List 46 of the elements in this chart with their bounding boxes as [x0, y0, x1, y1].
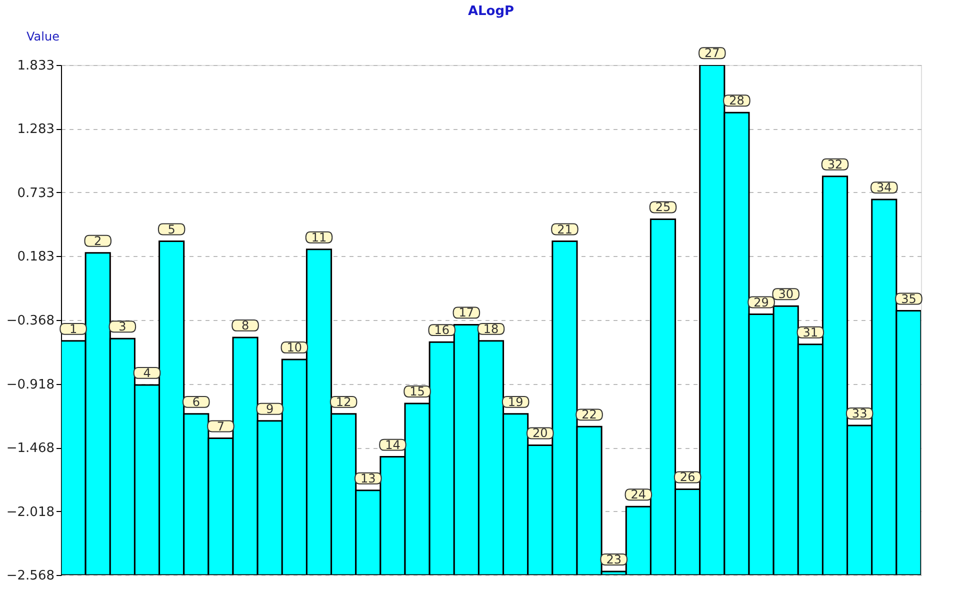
x-tick-label: 5 — [168, 222, 176, 236]
y-tick-label: 1.283 — [17, 122, 54, 138]
x-tick-label: 29 — [754, 295, 769, 310]
x-tick-label: 31 — [802, 325, 818, 340]
y-tick-label: −0.918 — [6, 377, 54, 392]
y-tick-label: 0.183 — [17, 250, 54, 265]
x-tick-label: 30 — [778, 287, 794, 302]
x-tick-label: 33 — [852, 406, 868, 421]
x-tick-label: 15 — [410, 384, 425, 398]
x-tick-label: 24 — [630, 488, 646, 502]
y-tick-label: −1.468 — [6, 441, 54, 456]
x-tick-label: 16 — [434, 323, 450, 338]
x-tick-label: 10 — [286, 340, 302, 354]
chart-title: ALogP — [468, 4, 514, 19]
x-tick-label: 22 — [582, 408, 597, 422]
y-axis-title: Value — [26, 30, 60, 44]
x-tick-label: 35 — [901, 292, 916, 306]
x-tick-label: 23 — [606, 552, 622, 567]
y-tick-label: 1.833 — [17, 58, 54, 74]
x-tick-label: 27 — [704, 46, 720, 60]
y-tick-label: −2.568 — [6, 568, 54, 584]
y-tick-label: 0.733 — [17, 186, 54, 201]
x-tick-label: 21 — [557, 222, 572, 236]
x-tick-label: 18 — [483, 322, 499, 336]
x-tick-label: 20 — [532, 426, 548, 440]
x-tick-label: 14 — [385, 438, 400, 452]
x-tick-label: 4 — [143, 366, 151, 380]
x-tick-label: 25 — [655, 200, 671, 214]
x-tick-label: 26 — [680, 470, 696, 484]
x-tick-label: 2 — [94, 234, 102, 248]
x-tick-label: 13 — [360, 471, 376, 486]
y-tick-label: −0.368 — [6, 314, 54, 329]
x-tick-label: 7 — [216, 419, 225, 434]
x-tick-label: 8 — [241, 318, 250, 332]
x-tick-label: 28 — [729, 94, 744, 108]
y-tick-label: −2.018 — [6, 504, 54, 520]
x-tick-label: 1 — [69, 322, 78, 336]
x-tick-label: 3 — [118, 320, 126, 334]
x-tick-label: 19 — [508, 394, 524, 409]
x-tick-label: 34 — [876, 180, 892, 195]
x-tick-label: 32 — [827, 157, 843, 172]
x-tick-label: 9 — [266, 402, 274, 416]
x-tick-label: 11 — [311, 230, 327, 244]
x-tick-label: 17 — [458, 306, 474, 320]
x-tick-label: 12 — [336, 394, 352, 409]
x-tick-label: 6 — [192, 394, 200, 409]
